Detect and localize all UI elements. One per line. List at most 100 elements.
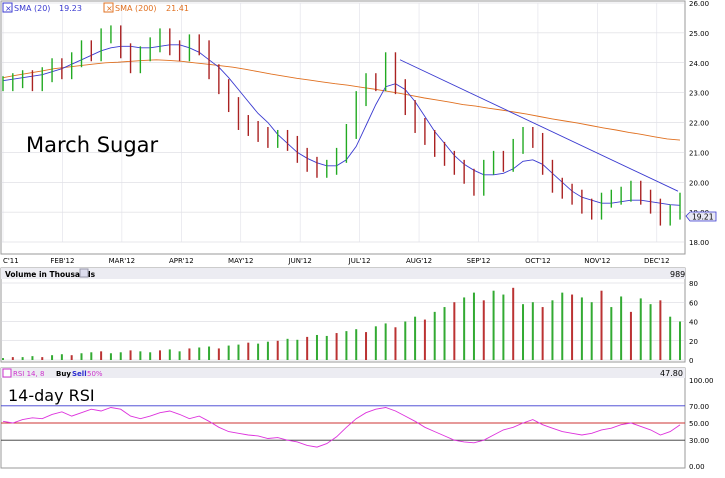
volume-bar — [453, 302, 456, 360]
volume-bar — [2, 358, 4, 360]
volume-bar — [70, 355, 73, 360]
sma20-line — [2, 44, 681, 206]
volume-bar — [374, 326, 377, 360]
volume-bar — [286, 338, 289, 360]
volume-y-tick: 20 — [689, 338, 698, 346]
price-x-tick: OCT'12 — [525, 257, 551, 265]
last-price-tag: 19.21 — [685, 211, 717, 222]
volume-bar — [296, 339, 299, 360]
sma200-legend-name: SMA (200) — [115, 4, 157, 13]
volume-y-axis: 80 60 40 20 0 — [689, 280, 698, 365]
price-x-tick: NOV'12 — [584, 257, 610, 265]
price-y-tick: 25.00 — [689, 30, 709, 38]
volume-bar — [198, 347, 201, 360]
price-gridlines — [1, 2, 685, 243]
volume-bar — [149, 352, 152, 360]
rsi-y-tick: 0.00 — [689, 463, 705, 471]
rsi-y-tick: 70.00 — [689, 403, 709, 411]
volume-bar — [168, 349, 171, 360]
sma200-legend-x: × — [106, 4, 113, 13]
volume-bar — [227, 345, 230, 360]
volume-bar — [512, 287, 515, 360]
volume-bar — [31, 356, 34, 360]
price-x-tick: DEC'12 — [644, 257, 670, 265]
volume-bar — [355, 329, 358, 360]
sma20-series — [2, 44, 681, 206]
price-y-tick: 21.00 — [689, 149, 709, 157]
rsi-y-axis: 100.00 70.00 50.00 30.00 0.00 — [689, 377, 714, 471]
price-x-tick: SEP'12 — [467, 257, 491, 265]
volume-bar — [551, 300, 554, 360]
volume-bar — [639, 298, 642, 360]
rsi-legend-box[interactable] — [2, 368, 12, 378]
rsi-value-label: 50% — [87, 370, 103, 378]
volume-last-value: 989 — [670, 270, 685, 279]
volume-bar — [433, 311, 436, 360]
price-y-tick: 24.00 — [689, 60, 709, 68]
volume-y-tick: 60 — [689, 299, 698, 307]
price-x-axis: C'11 FEB'12 MAR'12 APR'12 MAY'12 JUN'12 JUL'12… — [3, 257, 670, 265]
volume-bar — [502, 294, 505, 360]
volume-close-box[interactable] — [79, 268, 89, 278]
rsi-y-tick: 50.00 — [689, 420, 709, 428]
volume-bar — [404, 321, 407, 360]
volume-bar — [217, 348, 220, 360]
sma200-series — [2, 59, 681, 141]
volume-bar — [237, 344, 240, 360]
volume-bar — [315, 334, 318, 360]
volume-bar — [600, 290, 603, 360]
price-x-tick: JUL'12 — [348, 257, 371, 265]
price-x-tick: APR'12 — [169, 257, 194, 265]
rsi-sell-label: Sell — [72, 370, 87, 378]
sma200-line — [2, 59, 681, 141]
volume-bar — [345, 331, 348, 360]
price-y-axis: 26.0025.0024.0023.0022.0021.0020.0019.00… — [689, 0, 709, 247]
rsi-header-bar — [1, 368, 685, 378]
volume-bar — [620, 296, 623, 360]
volume-bar — [335, 333, 338, 360]
volume-bar — [100, 351, 103, 360]
volume-bar — [129, 350, 132, 360]
volume-bar — [463, 297, 466, 360]
volume-bar — [561, 292, 564, 360]
volume-bar — [276, 340, 279, 360]
volume-bars — [2, 287, 681, 360]
volume-bar — [257, 343, 260, 360]
trendline — [399, 59, 679, 192]
volume-bar — [472, 292, 475, 360]
volume-bar — [531, 302, 534, 360]
sma200-legend-value: 21.41 — [166, 4, 189, 13]
rsi-level-lines — [1, 405, 685, 441]
rsi-annotation: 14-day RSI — [8, 386, 95, 405]
volume-y-tick: 40 — [689, 319, 698, 327]
rsi-panel — [0, 367, 686, 469]
price-x-tick: MAY'12 — [228, 257, 253, 265]
volume-bar — [247, 342, 250, 360]
rsi-series — [2, 407, 681, 448]
volume-bar — [306, 336, 309, 360]
volume-bar — [325, 335, 328, 360]
sma200-legend-box[interactable] — [103, 2, 114, 13]
volume-y-tick: 80 — [689, 280, 698, 288]
volume-bar — [80, 353, 83, 360]
price-x-tick: FEB'12 — [50, 257, 74, 265]
price-legend: × SMA (20) 19.23 × SMA (200) 21.41 — [2, 2, 189, 13]
sma20-legend-box[interactable] — [2, 2, 13, 13]
price-annotation: March Sugar — [26, 133, 159, 157]
volume-bar — [443, 307, 446, 360]
sma20-legend-x: × — [5, 4, 12, 13]
sma20-legend-name: SMA (20) — [14, 4, 50, 13]
price-x-tick: MAR'12 — [109, 257, 136, 265]
volume-bar — [571, 294, 574, 360]
volume-bar — [414, 316, 417, 360]
volume-bar — [208, 346, 211, 360]
price-y-tick: 23.00 — [689, 90, 709, 98]
volume-title: Volume in Thousands — [5, 270, 96, 279]
volume-bar — [669, 316, 672, 360]
last-price-label: 19.21 — [692, 213, 714, 222]
price-y-tick: 18.00 — [689, 239, 709, 247]
volume-gridlines — [1, 282, 685, 361]
rsi-line — [2, 407, 681, 448]
volume-bar — [188, 348, 191, 360]
